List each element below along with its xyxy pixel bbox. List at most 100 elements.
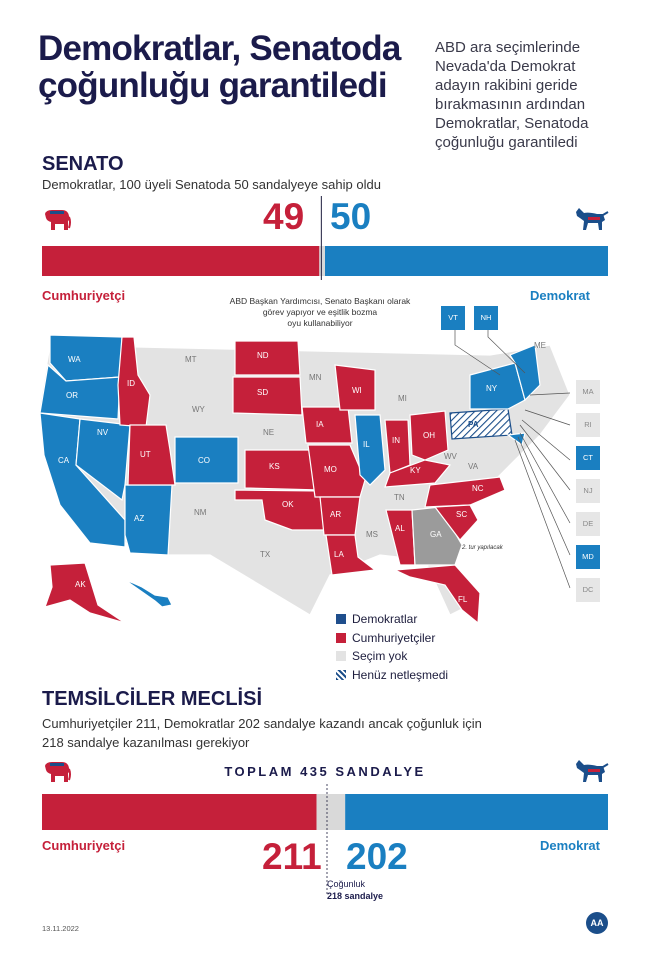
state-box-ri: RI xyxy=(576,413,600,437)
senate-bar-dem xyxy=(325,246,608,276)
label-AZ: AZ xyxy=(134,514,144,523)
senate-rep-label: Cumhuriyetçi xyxy=(42,288,126,303)
label-IN: IN xyxy=(392,436,400,445)
label-FL: FL xyxy=(458,595,468,604)
label-IL: IL xyxy=(363,440,370,449)
house-rep-label: Cumhuriyetçi xyxy=(42,838,126,853)
state-IN xyxy=(384,419,411,474)
label-AK: AK xyxy=(75,580,86,589)
legend-item: Henüz netleşmedi xyxy=(336,668,448,682)
legend-label: Henüz netleşmedi xyxy=(352,668,449,682)
senate-heading: SENATO xyxy=(42,153,124,175)
lede-line: bırakmasının ardından xyxy=(435,96,586,113)
state-UT xyxy=(127,424,176,486)
majority-note: Çoğunluk 218 sandalye xyxy=(327,878,383,902)
house-subheading: Cumhuriyetçiler 211, Demokratlar 202 san… xyxy=(42,714,482,752)
state-box-nh: NH xyxy=(474,306,498,330)
label-UT: UT xyxy=(140,450,151,459)
map-legend: Demokratlar Cumhuriyetçiler Seçim yok He… xyxy=(336,612,486,687)
label-WA: WA xyxy=(68,355,81,364)
label-MO: MO xyxy=(324,465,337,474)
label-TN: TN xyxy=(394,493,405,502)
state-box-dc: DC xyxy=(576,578,600,602)
lede-line: ABD ara seçimlerinde xyxy=(435,39,581,56)
state-PA xyxy=(449,408,513,440)
state-ID xyxy=(117,336,151,428)
house-bar-chart xyxy=(42,784,608,894)
majority-label: Çoğunluk xyxy=(327,879,366,889)
label-AL: AL xyxy=(395,524,405,533)
legend-item: Demokratlar xyxy=(336,612,417,626)
state-AZ xyxy=(124,484,173,556)
legend-label: Cumhuriyetçiler xyxy=(352,631,436,645)
house-bar-dem xyxy=(345,794,608,830)
house-bar-undecided xyxy=(316,794,346,830)
house-dem-label: Demokrat xyxy=(540,838,600,853)
label-SC: SC xyxy=(456,510,467,519)
state-WI xyxy=(334,364,376,411)
state-AK xyxy=(44,562,126,624)
aa-logo: AA xyxy=(586,912,608,934)
house-rep-seats: 211 xyxy=(262,836,322,877)
state-IL xyxy=(354,414,386,486)
elephant-icon xyxy=(45,210,71,230)
legend-swatch-dem xyxy=(336,614,346,624)
label-ME: ME xyxy=(534,341,546,350)
us-map: WA OR CA NV ID UT AZ CO MT WY NM TX NE N… xyxy=(39,325,571,625)
senate-bar-chart xyxy=(42,196,608,280)
state-KS xyxy=(244,449,321,491)
state-NY xyxy=(469,362,526,410)
donkey-icon xyxy=(576,760,609,782)
legend-swatch-rep xyxy=(336,633,346,643)
state-NC xyxy=(424,476,506,508)
state-HI xyxy=(124,579,173,608)
state-ND xyxy=(234,340,301,376)
label-GA: GA xyxy=(430,530,442,539)
label-NE: NE xyxy=(263,428,274,437)
label-TX: TX xyxy=(260,550,271,559)
house-heading: TEMSİLCİLER MECLİSİ xyxy=(42,688,262,710)
state-WA xyxy=(49,334,123,382)
lede-line: adayın rakibini geride xyxy=(435,77,578,94)
state-MO xyxy=(307,444,366,498)
state-NE-region xyxy=(509,344,541,402)
legend-swatch-hatched xyxy=(336,670,346,680)
vp-note-line: oyu kullanabiliyor xyxy=(287,318,353,328)
state-box-ma: MA xyxy=(576,380,600,404)
lede-text: ABD ara seçimlerinde Nevada'da Demokrat … xyxy=(435,38,630,152)
senate-dem-label: Demokrat xyxy=(530,288,590,303)
label-WY: WY xyxy=(192,405,206,414)
legend-item: Seçim yok xyxy=(336,649,407,663)
vp-note-line: görev yapıyor ve eşitlik bozma xyxy=(262,307,378,317)
label-CO: CO xyxy=(198,456,210,465)
label-IA: IA xyxy=(316,420,324,429)
lede-line: Demokratlar, Senatoda xyxy=(435,115,589,132)
legend-label: Seçim yok xyxy=(352,649,408,663)
label-NY: NY xyxy=(486,384,498,393)
state-OH xyxy=(409,410,449,461)
title-line-1: Demokratlar, Senatoda xyxy=(38,29,401,68)
label-LA: LA xyxy=(334,550,344,559)
label-NC: NC xyxy=(472,484,484,493)
label-NV: NV xyxy=(97,428,109,437)
state-box-vt: VT xyxy=(441,306,465,330)
state-box-nj: NJ xyxy=(576,479,600,503)
state-box-md: MD xyxy=(576,545,600,569)
legend-swatch-none xyxy=(336,651,346,661)
state-box-ct: CT xyxy=(576,446,600,470)
label-WI: WI xyxy=(352,386,362,395)
label-MN: MN xyxy=(309,373,322,382)
lede-line: Nevada'da Demokrat xyxy=(435,58,576,75)
vp-note: ABD Başkan Yardımcısı, Senato Başkanı ol… xyxy=(205,296,435,329)
lede-line: çoğunluğu garantiledi xyxy=(435,134,578,151)
label-VA: VA xyxy=(468,462,479,471)
elephant-icon xyxy=(45,762,71,782)
ga-runoff-note: 2. tur yapılacak xyxy=(461,545,504,551)
house-subheading-line: Cumhuriyetçiler 211, Demokratlar 202 san… xyxy=(42,716,482,731)
legend-label: Demokratlar xyxy=(352,612,418,626)
label-ND: ND xyxy=(257,351,269,360)
label-NM: NM xyxy=(194,508,207,517)
state-CO xyxy=(174,436,239,484)
label-ID: ID xyxy=(127,379,135,388)
senate-bar-rep xyxy=(42,246,320,276)
